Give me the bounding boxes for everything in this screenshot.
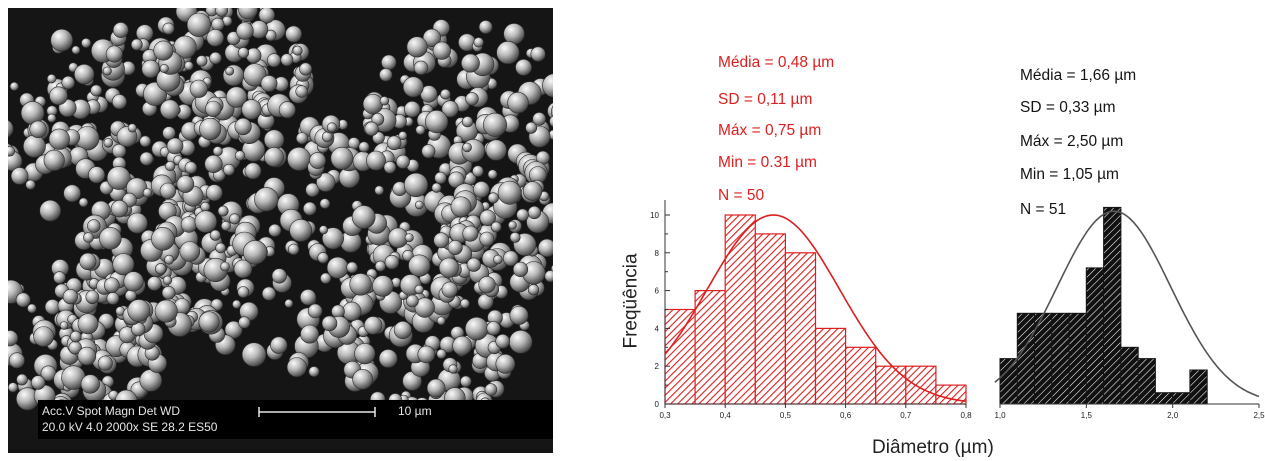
x-tick-label-left-4: 0,7 bbox=[900, 411, 912, 420]
y-tick-label-6: 6 bbox=[655, 287, 660, 296]
black-bar-4 bbox=[1068, 312, 1087, 405]
x-tick-label-left-0: 0,3 bbox=[659, 411, 671, 420]
black-bar-0 bbox=[999, 358, 1018, 405]
black-bars bbox=[999, 206, 1208, 405]
red-bar-7 bbox=[875, 365, 907, 405]
x-tick-label-right-0: 1,0 bbox=[994, 411, 1006, 420]
y-axis-label: Freqüência bbox=[620, 253, 642, 349]
black-bar-10 bbox=[1172, 392, 1191, 405]
black-stat-sd: SD = 0,33 µm bbox=[1020, 99, 1116, 116]
red-stat-n: N = 50 bbox=[718, 187, 765, 204]
x-tick-label-left-5: 0,8 bbox=[960, 411, 972, 420]
black-stat-n: N = 51 bbox=[1020, 201, 1067, 218]
y-tick-label-4: 4 bbox=[655, 324, 660, 333]
sem-micrograph: Acc.V Spot Magn Det WD 20.0 kV 4.0 2000x… bbox=[8, 8, 553, 453]
red-bar-1 bbox=[694, 290, 726, 405]
sem-particles bbox=[8, 8, 553, 425]
sem-info-bar: Acc.V Spot Magn Det WD 20.0 kV 4.0 2000x… bbox=[38, 400, 553, 439]
sem-particles-image bbox=[8, 8, 553, 425]
red-bar-3 bbox=[754, 233, 787, 405]
red-stat-sd: SD = 0,11 µm bbox=[718, 91, 813, 108]
black-gaussian-fit bbox=[994, 210, 1260, 398]
y-tick-label-0: 0 bbox=[655, 400, 660, 409]
sem-scale-label: 10 µm bbox=[398, 404, 432, 418]
black-bar-6 bbox=[1103, 206, 1122, 405]
red-bar-5 bbox=[814, 327, 847, 405]
black-bar-1 bbox=[1016, 312, 1036, 405]
red-bar-2 bbox=[724, 214, 756, 405]
sem-info-line2: 20.0 kV 4.0 2000x SE 28.2 ES50 bbox=[42, 420, 218, 434]
x-tick-label-right-2: 2,0 bbox=[1167, 411, 1179, 420]
y-tick-label-2: 2 bbox=[655, 362, 660, 371]
x-tick-label-right-3: 2,5 bbox=[1253, 411, 1265, 420]
x-tick-label-left-1: 0,4 bbox=[720, 411, 732, 420]
black-stat-mean: Média = 1,66 µm bbox=[1020, 67, 1137, 84]
tick-labels: 0 2 4 6 8 10 0,3 0,4 0,5 0,6 0,7 0,8 1,0 1,5 2,0 2,5 bbox=[650, 211, 1265, 420]
histogram-plot: 0 2 4 6 8 10 0,3 0,4 0,5 0,6 0,7 0,8 1,0 1,5 2,0 2,5 bbox=[650, 200, 1265, 420]
black-bar-5 bbox=[1085, 267, 1105, 405]
red-bar-8 bbox=[905, 365, 937, 405]
black-bar-11 bbox=[1189, 369, 1208, 405]
sem-scale-bar bbox=[258, 407, 376, 417]
red-bar-4 bbox=[784, 252, 817, 405]
histogram-chart: Média = 0,48 µm SD = 0,11 µm Máx = 0,75 … bbox=[600, 0, 1265, 461]
black-bar-3 bbox=[1051, 312, 1070, 405]
red-stat-max: Máx = 0,75 µm bbox=[718, 122, 822, 139]
red-gaussian-fit bbox=[664, 214, 967, 403]
red-stat-min: Min = 0.31 µm bbox=[718, 154, 817, 171]
fit-curves bbox=[664, 210, 1260, 403]
x-axis-label: Diâmetro (µm) bbox=[872, 437, 994, 458]
x-tick-label-left-2: 0,5 bbox=[780, 411, 792, 420]
black-stat-min: Min = 1,05 µm bbox=[1020, 166, 1119, 183]
red-bar-6 bbox=[845, 346, 877, 405]
y-tick-label-10: 10 bbox=[650, 211, 659, 220]
black-bar-7 bbox=[1120, 346, 1139, 405]
black-stat-max: Máx = 2,50 µm bbox=[1020, 133, 1124, 150]
y-tick-label-8: 8 bbox=[655, 249, 660, 258]
red-stat-mean: Média = 0,48 µm bbox=[718, 54, 835, 71]
x-tick-label-right-1: 1,5 bbox=[1081, 411, 1093, 420]
black-bar-9 bbox=[1154, 392, 1174, 405]
x-tick-label-left-3: 0,6 bbox=[840, 411, 852, 420]
red-bar-0 bbox=[664, 308, 696, 405]
axes bbox=[664, 200, 1260, 408]
black-bar-8 bbox=[1137, 358, 1156, 405]
red-bars bbox=[664, 214, 967, 405]
sem-info-line1: Acc.V Spot Magn Det WD bbox=[42, 404, 181, 418]
